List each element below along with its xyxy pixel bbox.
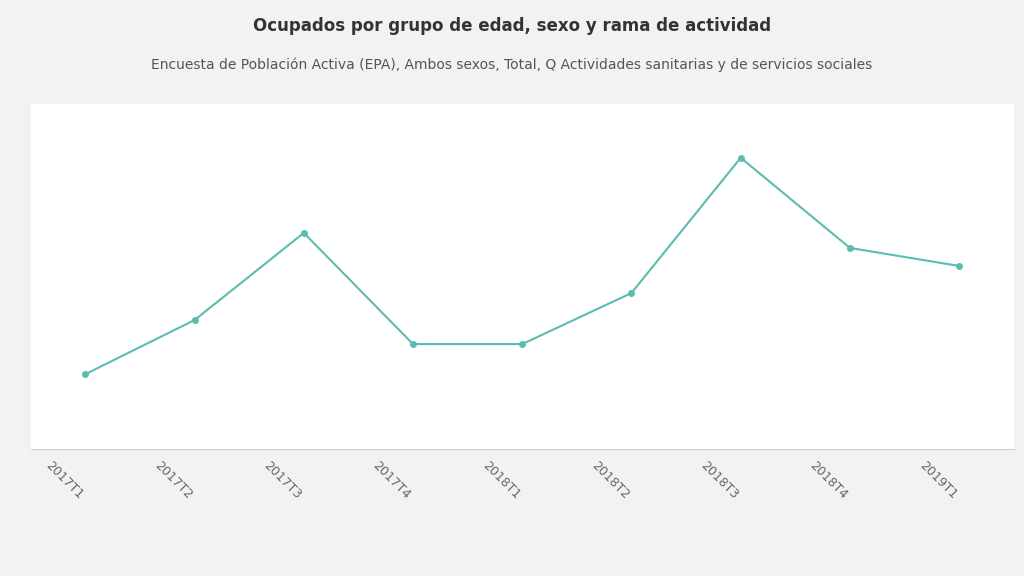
Text: Encuesta de Población Activa (EPA), Ambos sexos, Total, Q Actividades sanitarias: Encuesta de Población Activa (EPA), Ambo… [152, 58, 872, 72]
Text: Ocupados por grupo de edad, sexo y rama de actividad: Ocupados por grupo de edad, sexo y rama … [253, 17, 771, 35]
